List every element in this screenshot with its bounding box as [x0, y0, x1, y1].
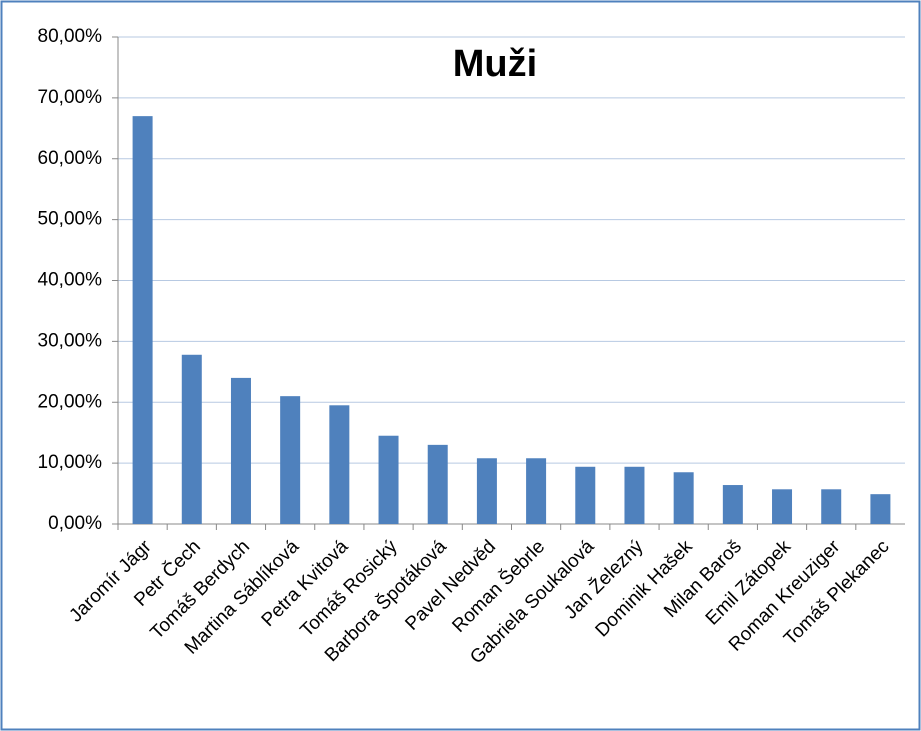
- bar: [821, 489, 842, 524]
- y-tick-label: 70,00%: [38, 87, 103, 108]
- bar: [673, 472, 694, 524]
- y-tick-label: 0,00%: [48, 513, 102, 534]
- y-tick-label: 60,00%: [38, 148, 103, 169]
- bar: [624, 466, 645, 524]
- y-tick-label: 80,00%: [38, 26, 103, 47]
- bar: [230, 377, 251, 524]
- chart-title: Muži: [453, 43, 537, 85]
- bar: [476, 458, 497, 524]
- bar: [526, 458, 547, 524]
- bar: [378, 435, 399, 524]
- bar: [280, 396, 301, 524]
- bar: [181, 354, 202, 524]
- bar: [132, 116, 153, 524]
- bar: [722, 485, 743, 524]
- y-tick-label: 40,00%: [38, 270, 103, 291]
- y-tick-label: 30,00%: [38, 330, 103, 351]
- bar: [575, 466, 596, 524]
- bar: [772, 489, 793, 524]
- y-tick-label: 10,00%: [38, 452, 103, 473]
- bar: [870, 494, 891, 524]
- bar: [427, 444, 448, 524]
- bar: [329, 405, 350, 524]
- y-tick-label: 20,00%: [38, 391, 103, 412]
- y-tick-label: 50,00%: [38, 209, 103, 230]
